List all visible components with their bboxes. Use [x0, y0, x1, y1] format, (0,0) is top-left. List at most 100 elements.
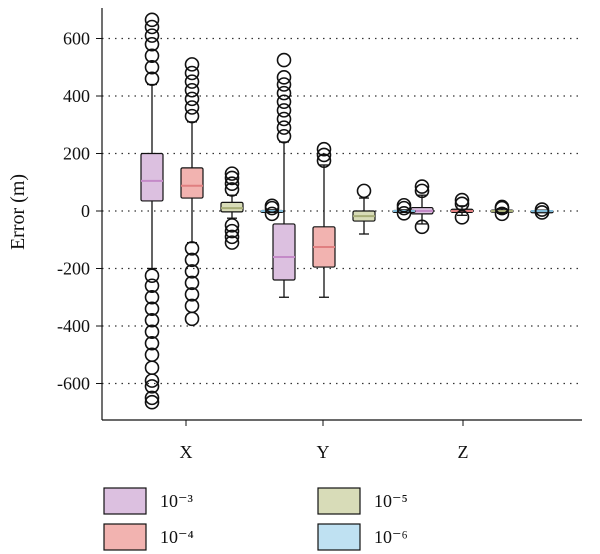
outlier-point: [224, 182, 240, 197]
outlier-point: [454, 192, 470, 208]
outlier-point: [276, 77, 292, 92]
y-axis-title: Error (m): [7, 174, 29, 250]
y-tick-label: 200: [63, 144, 90, 164]
y-tick-label: -600: [57, 374, 90, 394]
legend-swatch: [103, 487, 147, 515]
outlier-point: [184, 264, 200, 279]
outlier-point: [396, 197, 412, 213]
outlier-point: [144, 312, 160, 328]
outlier-point: [396, 206, 412, 221]
box-series: [140, 12, 554, 410]
box-z: [530, 202, 554, 220]
box-x: [220, 166, 244, 250]
outlier-point: [144, 12, 160, 28]
outlier-point: [534, 202, 550, 217]
outlier-point: [356, 183, 372, 199]
box-z: [450, 192, 474, 225]
outlier-point: [494, 206, 510, 222]
outlier-point: [276, 70, 292, 85]
outlier-point: [454, 196, 470, 212]
outlier-point: [144, 71, 160, 87]
outlier-point: [264, 206, 280, 222]
box-x: [260, 198, 284, 222]
outlier-point: [264, 198, 280, 214]
box-x: [180, 57, 204, 327]
outlier-point: [414, 183, 430, 199]
legend: 10⁻³ 10⁻⁴ 10⁻⁵ 10⁻⁶: [103, 487, 408, 551]
legend-label: 10⁻⁶: [374, 527, 408, 547]
outlier-point: [144, 360, 160, 375]
outlier-point: [184, 108, 200, 124]
legend-swatch: [317, 523, 361, 551]
outlier-point: [224, 223, 240, 239]
axes: 600 400 200 0 -200 -400 -600 X Y Z: [57, 8, 582, 462]
outlier-point: [276, 111, 292, 127]
outlier-point: [184, 241, 200, 256]
outlier-point: [224, 170, 240, 186]
outlier-point: [276, 120, 292, 135]
outlier-point: [276, 94, 292, 110]
outlier-point: [224, 166, 240, 181]
box-y: [272, 52, 296, 298]
outlier-point: [276, 52, 292, 68]
y-tick-label: 600: [63, 29, 90, 49]
outlier-point: [184, 91, 200, 107]
legend-label: 10⁻⁵: [374, 491, 408, 511]
box-z: [490, 199, 514, 222]
outlier-point: [276, 128, 292, 144]
outlier-point: [144, 36, 160, 52]
outlier-point: [144, 28, 160, 43]
outlier-point: [184, 275, 200, 291]
box-iqr: [272, 223, 296, 281]
x-tick-label: Z: [458, 442, 469, 462]
legend-swatch: [317, 487, 361, 515]
outlier-point: [144, 48, 160, 64]
box-y: [392, 197, 416, 221]
outlier-point: [144, 379, 160, 394]
outlier-point: [414, 219, 430, 235]
outlier-point: [224, 218, 240, 233]
legend-item: 10⁻³: [103, 487, 194, 515]
outlier-point: [184, 57, 200, 72]
outlier-point: [184, 287, 200, 302]
outlier-point: [224, 176, 240, 191]
legend-item: 10⁻⁵: [317, 487, 408, 515]
outlier-point: [414, 179, 430, 194]
outlier-point: [494, 199, 510, 215]
outlier-point: [144, 301, 160, 317]
y-tick-label: -400: [57, 316, 90, 336]
legend-item: 10⁻⁶: [317, 523, 408, 551]
outlier-point: [144, 278, 160, 294]
outlier-point: [316, 147, 332, 163]
box-iqr: [220, 201, 244, 213]
x-tick-label: X: [180, 442, 193, 462]
box-iqr: [140, 152, 164, 202]
legend-swatch: [103, 523, 147, 551]
legend-label: 10⁻³: [160, 491, 194, 511]
outlier-point: [144, 335, 160, 351]
box-y: [312, 141, 336, 298]
box-z: [410, 179, 434, 235]
outlier-point: [316, 153, 332, 168]
legend-item: 10⁻⁴: [103, 523, 194, 551]
outlier-point: [224, 229, 240, 245]
y-tick-label: 400: [63, 86, 90, 106]
outlier-point: [184, 74, 200, 89]
outlier-point: [144, 390, 160, 406]
outlier-point: [144, 324, 160, 340]
x-tick-label: Y: [317, 442, 330, 462]
y-tick-label: -200: [57, 259, 90, 279]
outlier-point: [144, 394, 160, 410]
outlier-point: [184, 82, 200, 98]
outlier-point: [184, 100, 200, 115]
outlier-point: [184, 65, 200, 81]
box-y: [352, 183, 376, 235]
y-tick-label: 0: [81, 201, 90, 221]
outlier-point: [224, 235, 240, 250]
outlier-point: [144, 19, 160, 35]
outlier-point: [276, 85, 292, 101]
outlier-point: [184, 252, 200, 268]
outlier-point: [184, 298, 200, 314]
outlier-point: [276, 103, 292, 118]
